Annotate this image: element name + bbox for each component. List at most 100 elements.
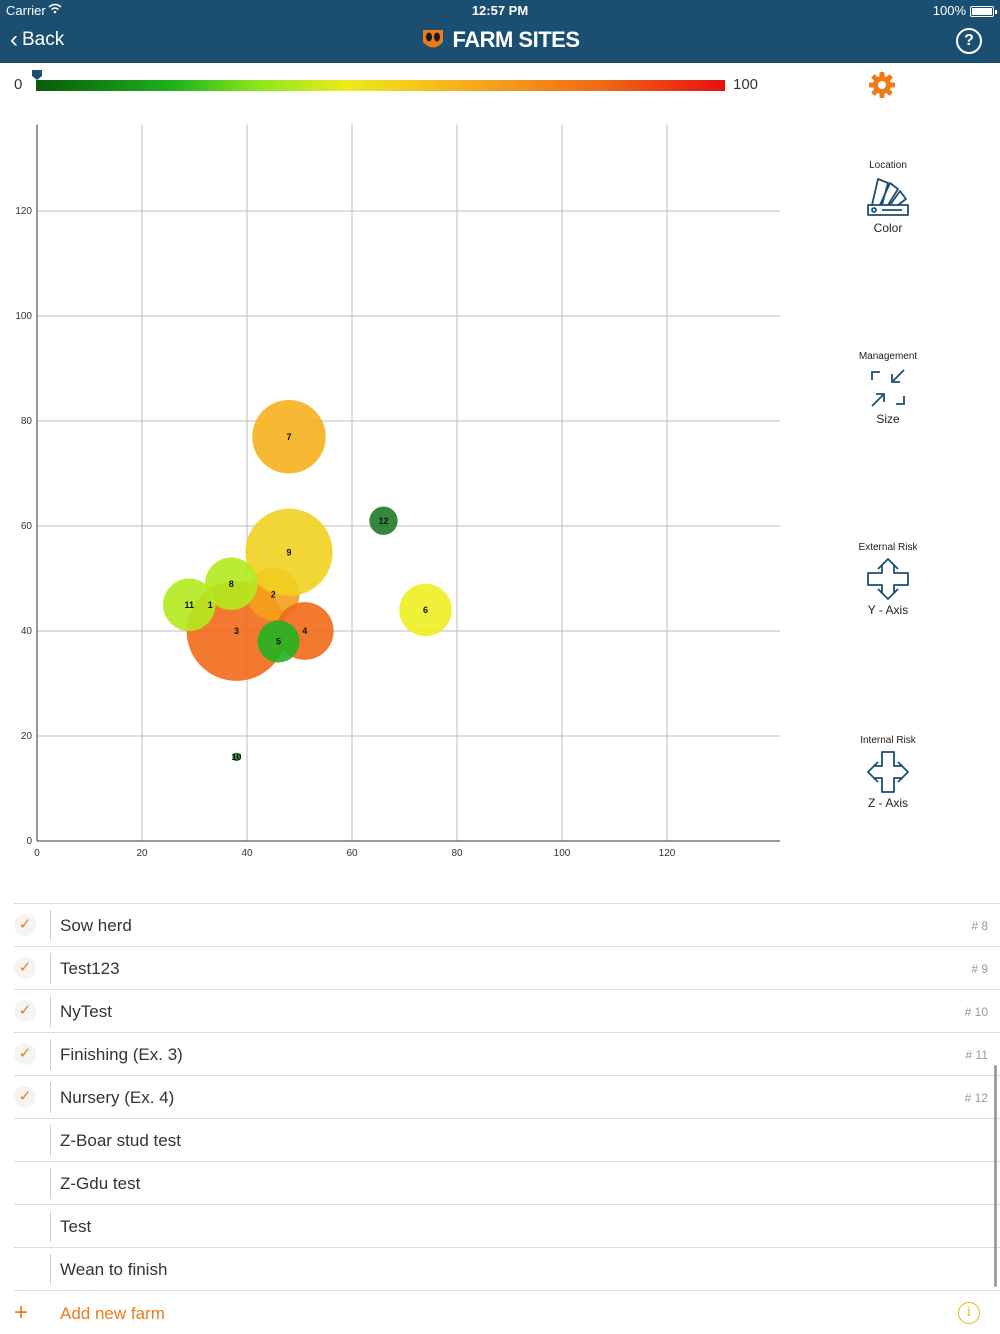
status-bar: Carrier 12:57 PM 100% [0,0,1000,22]
control-top-label: Location [869,160,907,171]
control-top-label: Management [858,351,918,362]
farm-name: Wean to finish [60,1260,168,1279]
checkmark-icon[interactable]: ✓ [14,1000,36,1022]
wifi-icon [48,3,62,17]
add-farm-row[interactable]: + Add new farm i [14,1290,1000,1334]
farm-name: NyTest [60,1002,112,1021]
plus-icon[interactable]: + [14,1299,29,1326]
farm-name: Nursery (Ex. 4) [60,1088,175,1107]
x-tick-label: 20 [136,848,148,859]
color-scale-bar [36,80,725,91]
bubble-label-3: 3 [234,626,239,636]
bubble-12 [369,506,398,535]
list-item[interactable]: ✓ Nursery (Ex. 4) # 12 [14,1075,1000,1118]
bubble-8 [205,557,258,610]
navigation-bar: ‹ Back FARM SITES ? [0,22,1000,63]
row-divider [50,910,51,941]
farm-name: Finishing (Ex. 3) [60,1045,183,1064]
list-item[interactable]: Wean to finish [14,1247,1000,1290]
list-item[interactable]: ✓ Sow herd # 8 [14,903,1000,946]
list-item[interactable]: Test [14,1204,1000,1247]
battery-percent: 100% [932,3,966,18]
x-tick-label: 0 [34,848,40,859]
x-tick-label: 80 [451,848,463,859]
location-color-control[interactable]: Location Color [840,160,936,235]
bubble-label-11: 11 [184,600,194,610]
scale-min-label: 0 [14,76,23,93]
list-item[interactable]: Z-Boar stud test [14,1118,1000,1161]
scale-thumb-icon[interactable] [32,70,42,80]
page-title: FARM SITES [452,27,580,52]
y-tick-label: 20 [21,731,33,742]
bubble-label-2: 2 [271,589,276,599]
checkmark-icon[interactable]: ✓ [14,1086,36,1108]
bubble-11 [163,578,216,631]
bubble-5 [257,620,300,663]
farm-list: ✓ Sow herd # 8 ✓ Test123 # 9 ✓ NyTest # 10 ✓ Finis… [14,903,1000,1290]
bubble-label-7: 7 [286,432,291,442]
list-item[interactable]: ✓ Test123 # 9 [14,946,1000,989]
row-divider [50,1082,51,1113]
farm-number: # 8 [971,919,988,933]
resize-icon [871,369,905,407]
checkmark-icon[interactable]: ✓ [14,914,36,936]
back-label: Back [22,29,65,50]
y-tick-label: 120 [15,206,32,217]
row-divider [50,1168,51,1199]
back-button[interactable]: ‹ Back [10,28,64,52]
row-divider [50,1125,51,1156]
control-bottom-label: Color [873,221,903,235]
external-risk-y-axis-control[interactable]: External Risk Y - Axis [840,542,936,617]
y-tick-label: 60 [21,521,33,532]
x-tick-label: 40 [241,848,253,859]
bubble-label-5: 5 [276,637,281,647]
control-bottom-label: Y - Axis [867,603,909,617]
scale-max-label: 100 [733,76,759,93]
bubble-6 [399,583,452,637]
bubble-label-6: 6 [423,605,428,615]
row-divider [50,1211,51,1242]
list-item[interactable]: ✓ NyTest # 10 [14,989,1000,1032]
management-size-control[interactable]: Management Size [840,351,936,426]
checkmark-icon[interactable]: ✓ [14,1043,36,1065]
bubble-label-1: 1 [208,600,213,610]
x-tick-label: 120 [659,848,676,859]
row-divider [50,996,51,1027]
help-button[interactable]: ? [956,28,982,54]
row-divider [50,1039,51,1070]
carrier-label: Carrier [6,3,46,18]
z-axis-arrows-icon [867,751,909,793]
farm-name: Z-Boar stud test [60,1131,181,1150]
x-tick-label: 100 [554,848,571,859]
bubble-label-12: 12 [378,516,388,526]
farm-number: # 10 [964,1005,988,1019]
add-new-farm-button[interactable]: Add new farm [60,1304,165,1323]
control-bottom-label: Z - Axis [867,796,908,810]
y-axis-arrows-icon [867,558,909,600]
bubble-10 [232,752,241,762]
list-item[interactable]: ✓ Finishing (Ex. 3) # 11 [14,1032,1000,1075]
info-icon[interactable]: i [958,1302,980,1324]
y-tick-label: 80 [21,416,33,427]
checkmark-icon[interactable]: ✓ [14,957,36,979]
list-item[interactable]: Z-Gdu test [14,1161,1000,1204]
farm-name: Sow herd [60,916,132,935]
list-scrollbar[interactable] [994,1065,997,1287]
y-tick-label: 100 [15,311,32,322]
bubble-label-9: 9 [286,547,291,557]
settings-gear-icon[interactable] [867,70,897,100]
clock: 12:57 PM [471,3,529,18]
x-tick-label: 60 [346,848,358,859]
bubble-label-4: 4 [302,626,307,636]
internal-risk-z-axis-control[interactable]: Internal Risk Z - Axis [840,735,936,810]
app-brand: FARM SITES [0,27,1000,53]
control-top-label: Internal Risk [860,735,916,746]
farm-number: # 11 [965,1048,988,1062]
y-tick-label: 40 [21,626,33,637]
row-divider [50,953,51,984]
farm-name: Test [60,1217,92,1236]
control-bottom-label: Size [876,412,900,426]
y-tick-label: 0 [26,836,32,847]
control-top-label: External Risk [858,542,918,553]
